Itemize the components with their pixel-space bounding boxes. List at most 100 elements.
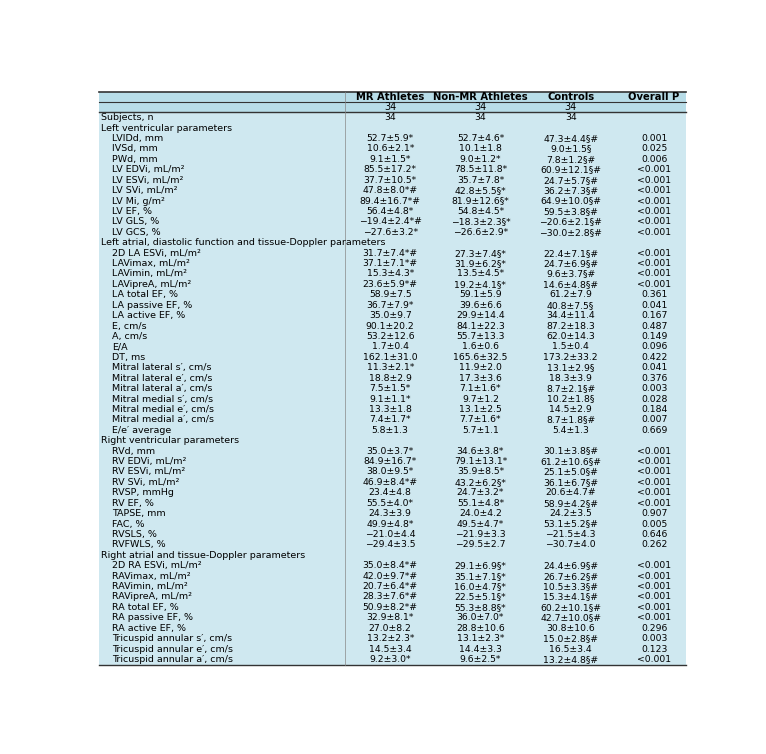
Text: <0.001: <0.001 — [637, 457, 671, 466]
Bar — [99, 92, 686, 102]
Text: 29.9±14.4: 29.9±14.4 — [456, 311, 505, 320]
Text: 35.0±9.7: 35.0±9.7 — [368, 311, 411, 320]
Text: −30.0±2.8§#: −30.0±2.8§# — [539, 228, 602, 237]
Text: RV EF, %: RV EF, % — [112, 498, 154, 507]
Text: 165.6±32.5: 165.6±32.5 — [453, 353, 508, 362]
Text: LVIDd, mm: LVIDd, mm — [112, 134, 163, 143]
Text: LV GLS, %: LV GLS, % — [112, 217, 159, 226]
Bar — [99, 112, 686, 123]
Text: LA active EF, %: LA active EF, % — [112, 311, 185, 320]
Text: 24.7±5.7§#: 24.7±5.7§# — [543, 176, 598, 185]
Text: <0.001: <0.001 — [637, 217, 671, 226]
Text: −30.7±4.0: −30.7±4.0 — [545, 541, 596, 550]
Text: 24.7±3.2*: 24.7±3.2* — [457, 489, 504, 498]
Text: TAPSE, mm: TAPSE, mm — [112, 509, 165, 518]
Text: 13.1±2.3*: 13.1±2.3* — [457, 634, 504, 643]
Bar — [99, 133, 686, 144]
Text: 14.4±3.3: 14.4±3.3 — [459, 645, 502, 654]
Text: LV ESVi, mL/m²: LV ESVi, mL/m² — [112, 176, 183, 185]
Text: 60.2±10.1§#: 60.2±10.1§# — [540, 603, 601, 612]
Text: 50.9±8.2*#: 50.9±8.2*# — [362, 603, 417, 612]
Bar — [99, 248, 686, 259]
Text: −19.4±2.4*#: −19.4±2.4*# — [358, 217, 421, 226]
Text: <0.001: <0.001 — [637, 249, 671, 258]
Text: −29.4±3.5: −29.4±3.5 — [365, 541, 415, 550]
Text: 0.184: 0.184 — [641, 405, 667, 414]
Text: 0.167: 0.167 — [641, 311, 667, 320]
Text: 10.5±3.3§#: 10.5±3.3§# — [543, 582, 598, 591]
Text: 31.7±7.4*#: 31.7±7.4*# — [362, 249, 417, 258]
Text: 35.0±8.4*#: 35.0±8.4*# — [362, 561, 417, 570]
Bar — [99, 592, 686, 602]
Bar — [99, 623, 686, 633]
Text: 34: 34 — [385, 113, 396, 122]
Text: 19.2±4.1§*: 19.2±4.1§* — [454, 280, 506, 289]
Text: 87.2±18.3: 87.2±18.3 — [546, 321, 595, 330]
Text: <0.001: <0.001 — [637, 186, 671, 195]
Text: 36.1±6.7§#: 36.1±6.7§# — [543, 478, 598, 487]
Bar — [99, 446, 686, 456]
Bar — [99, 571, 686, 581]
Text: Right ventricular parameters: Right ventricular parameters — [101, 436, 239, 445]
Text: 27.3±7.4§*: 27.3±7.4§* — [454, 249, 506, 258]
Text: 22.5±5.1§*: 22.5±5.1§* — [455, 593, 506, 602]
Text: 13.1±2.9§: 13.1±2.9§ — [547, 363, 594, 372]
Bar — [99, 404, 686, 415]
Text: 7.7±1.6*: 7.7±1.6* — [460, 415, 501, 425]
Text: 9.2±3.0*: 9.2±3.0* — [369, 655, 411, 664]
Text: 62.0±14.3: 62.0±14.3 — [546, 332, 595, 341]
Text: 64.9±10.0§#: 64.9±10.0§# — [540, 197, 601, 206]
Text: RAVimax, mL/m²: RAVimax, mL/m² — [112, 572, 191, 581]
Text: <0.001: <0.001 — [637, 280, 671, 289]
Bar — [99, 644, 686, 654]
Text: 1.5±0.4: 1.5±0.4 — [552, 342, 589, 351]
Bar — [99, 342, 686, 352]
Text: 0.669: 0.669 — [641, 426, 667, 435]
Text: 34: 34 — [384, 103, 396, 112]
Bar — [99, 300, 686, 311]
Bar — [99, 290, 686, 300]
Text: 90.1±20.2: 90.1±20.2 — [366, 321, 414, 330]
Text: 9.6±3.7§#: 9.6±3.7§# — [546, 269, 595, 278]
Text: 18.8±2.9: 18.8±2.9 — [368, 374, 411, 383]
Text: LV Mi, g/m²: LV Mi, g/m² — [112, 197, 165, 206]
Text: 5.4±1.3: 5.4±1.3 — [552, 426, 589, 435]
Text: 0.007: 0.007 — [641, 415, 667, 425]
Text: 7.8±1.2§#: 7.8±1.2§# — [546, 155, 595, 164]
Text: 16.5±3.4: 16.5±3.4 — [549, 645, 592, 654]
Text: 61.2±10.6§#: 61.2±10.6§# — [540, 457, 601, 466]
Text: Mitral medial e′, cm/s: Mitral medial e′, cm/s — [112, 405, 214, 414]
Bar — [99, 363, 686, 373]
Text: <0.001: <0.001 — [637, 572, 671, 581]
Text: 17.3±3.6: 17.3±3.6 — [459, 374, 502, 383]
Text: 36.0±7.0*: 36.0±7.0* — [457, 613, 504, 622]
Text: <0.001: <0.001 — [637, 197, 671, 206]
Text: 0.096: 0.096 — [641, 342, 667, 351]
Text: DT, ms: DT, ms — [112, 353, 145, 362]
Bar — [99, 560, 686, 571]
Text: 49.9±4.8*: 49.9±4.8* — [366, 520, 414, 529]
Text: 43.2±6.2§*: 43.2±6.2§* — [454, 478, 506, 487]
Text: 15.3±4.1§#: 15.3±4.1§# — [543, 593, 598, 602]
Bar — [99, 529, 686, 540]
Text: LV EF, %: LV EF, % — [112, 207, 152, 216]
Text: <0.001: <0.001 — [637, 259, 671, 268]
Text: 1.6±0.6: 1.6±0.6 — [462, 342, 499, 351]
Text: 24.3±3.9: 24.3±3.9 — [368, 509, 411, 518]
Text: 37.1±7.1*#: 37.1±7.1*# — [362, 259, 417, 268]
Text: 34: 34 — [475, 113, 486, 122]
Text: <0.001: <0.001 — [637, 593, 671, 602]
Text: 0.003: 0.003 — [641, 634, 667, 643]
Text: <0.001: <0.001 — [637, 498, 671, 507]
Text: Non-MR Athletes: Non-MR Athletes — [433, 92, 528, 102]
Bar — [99, 602, 686, 612]
Text: 0.646: 0.646 — [641, 530, 667, 539]
Bar — [99, 321, 686, 331]
Text: 30.8±10.6: 30.8±10.6 — [546, 624, 595, 633]
Text: 11.9±2.0: 11.9±2.0 — [459, 363, 502, 372]
Text: 7.1±1.6*: 7.1±1.6* — [460, 384, 501, 393]
Bar — [99, 394, 686, 404]
Text: 0.006: 0.006 — [641, 155, 667, 164]
Bar — [99, 154, 686, 164]
Text: 24.2±3.5: 24.2±3.5 — [549, 509, 592, 518]
